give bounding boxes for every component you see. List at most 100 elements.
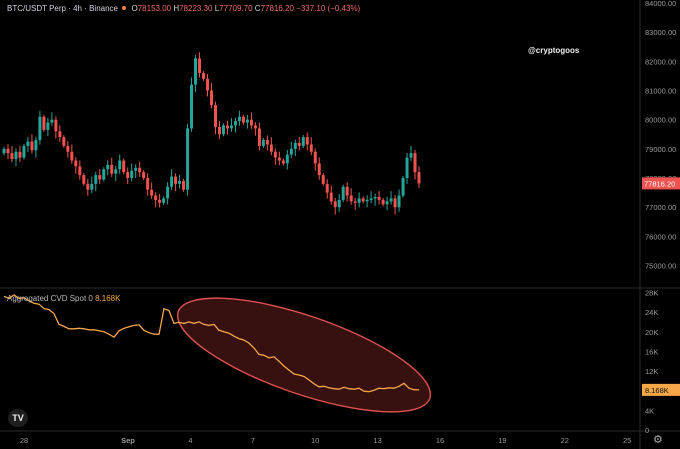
gear-icon[interactable]: ⚙ — [653, 434, 663, 446]
candle-body — [229, 125, 233, 129]
candle-body — [202, 72, 206, 79]
price-tick-label: 80000.00 — [645, 116, 676, 125]
cvd-tick-label: 0 — [645, 426, 649, 435]
candle-body — [341, 186, 345, 200]
cvd-value-tag — [642, 383, 680, 396]
tradingview-logo-icon[interactable]: TV — [8, 409, 28, 427]
high-label: H — [173, 4, 180, 13]
candle-body — [18, 151, 22, 158]
candle-body — [337, 199, 341, 208]
cvd-tick-label: 24K — [645, 308, 658, 317]
cvd-line — [3, 294, 420, 393]
time-tick-label: 22 — [561, 436, 569, 445]
candle-body — [42, 116, 46, 130]
watermark-handle: @cryptogoos — [528, 46, 580, 55]
candle-body — [401, 178, 405, 196]
time-tick-label: 10 — [311, 436, 319, 445]
candle-body — [261, 140, 265, 146]
candle-body — [210, 90, 213, 106]
current-price-text: 77816.20 — [644, 179, 675, 188]
candle-body — [417, 172, 421, 184]
status-dot-icon — [122, 6, 127, 11]
candle-body — [142, 172, 146, 179]
candle-body — [405, 157, 409, 179]
candle-body — [213, 105, 217, 127]
candle-body — [233, 121, 237, 126]
candle-body — [349, 195, 353, 202]
candle-body — [6, 148, 10, 154]
cvd-value-text: 8.168K — [645, 386, 669, 395]
candle-body — [58, 131, 62, 138]
candle-body — [273, 151, 277, 158]
candle-body — [313, 151, 317, 164]
candle-body — [389, 198, 393, 202]
candle-body — [86, 183, 90, 190]
candle-body — [14, 151, 18, 160]
candle-body — [90, 183, 94, 190]
candle-body — [221, 125, 225, 135]
low-label: L — [214, 4, 220, 13]
chart-legend: BTC/USDT Perp · 4h · Binance O78153.00 H… — [7, 4, 360, 13]
candle-body — [309, 144, 313, 152]
candle-body — [217, 126, 221, 135]
candle-body — [369, 198, 373, 200]
candle-body — [277, 157, 281, 161]
candle-body — [74, 160, 78, 167]
current-price-tag — [642, 177, 680, 190]
high-value: 78223.30 — [179, 4, 213, 13]
candle-body — [70, 151, 74, 161]
candle-body — [413, 153, 417, 173]
candle-body — [174, 176, 178, 184]
candle-body — [38, 116, 42, 141]
candle-body — [30, 141, 34, 151]
price-candles — [2, 52, 421, 215]
candle-body — [285, 154, 289, 164]
price-tick-label: 83000.00 — [645, 28, 676, 37]
candle-body — [269, 144, 273, 152]
price-tick-label: 82000.00 — [645, 57, 676, 66]
candle-body — [333, 201, 337, 208]
candle-body — [249, 119, 253, 126]
candle-body — [190, 84, 194, 129]
candle-body — [305, 137, 309, 145]
candle-body — [393, 198, 397, 208]
candle-body — [397, 195, 401, 208]
candle-body — [150, 189, 154, 196]
candle-body — [198, 58, 202, 73]
candle-body — [94, 175, 98, 184]
cvd-value: 8.168K — [95, 294, 121, 303]
candle-body — [329, 192, 333, 202]
candle-body — [82, 175, 86, 184]
candle-body — [381, 199, 385, 205]
candle-body — [66, 145, 70, 152]
candle-body — [154, 195, 158, 200]
candle-body — [130, 170, 134, 179]
price-tick-label: 84000.00 — [645, 0, 676, 8]
open-label: O — [131, 4, 138, 13]
candle-body — [162, 198, 166, 203]
symbol-title: BTC/USDT Perp · 4h · Binance — [7, 4, 119, 13]
time-tick-label: 7 — [251, 436, 255, 445]
candle-body — [245, 119, 249, 123]
candle-body — [98, 175, 102, 180]
candle-body — [345, 186, 349, 196]
candle-body — [225, 125, 229, 129]
candle-body — [237, 116, 241, 122]
candle-body — [146, 178, 150, 190]
candle-body — [353, 201, 357, 203]
candle-body — [206, 78, 210, 91]
candle-body — [110, 164, 114, 174]
candle-body — [293, 143, 297, 149]
candle-body — [297, 143, 301, 146]
candle-body — [118, 160, 122, 170]
time-tick-label: 25 — [623, 436, 631, 445]
candle-body — [170, 176, 174, 187]
highlight-ellipse — [176, 297, 432, 413]
price-tick-label: 81000.00 — [645, 86, 676, 95]
close-value: 77816.20 — [260, 4, 294, 13]
candle-body — [186, 128, 190, 190]
cvd-label: Aggregated CVD Spot 0 — [7, 294, 93, 303]
time-tick-label: 19 — [498, 436, 506, 445]
cvd-legend: Aggregated CVD Spot 0 8.168K — [7, 294, 120, 303]
